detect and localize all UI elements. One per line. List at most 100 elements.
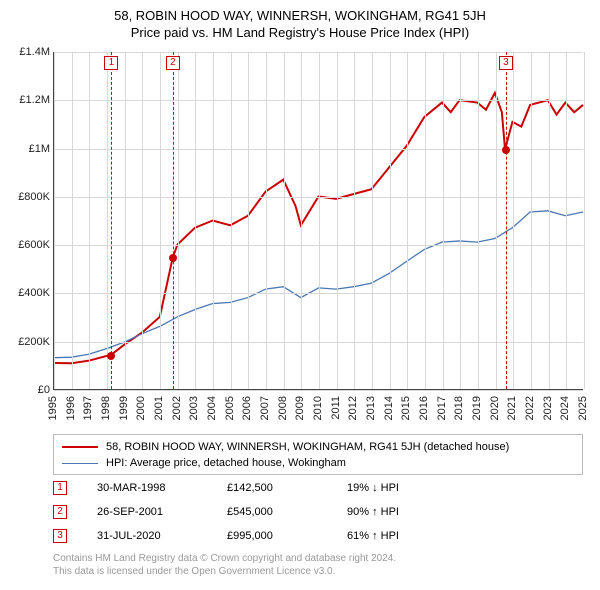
transaction-hpi-delta: 90% ↑ HPI [347, 506, 467, 518]
transaction-dot [169, 254, 177, 262]
transaction-num-badge: 2 [53, 505, 67, 519]
x-tick-label: 2015 [400, 396, 412, 420]
transaction-date: 30-MAR-1998 [97, 482, 227, 494]
x-tick-label: 2005 [224, 396, 236, 420]
legend-label: HPI: Average price, detached house, Woki… [106, 457, 346, 469]
title-block: 58, ROBIN HOOD WAY, WINNERSH, WOKINGHAM,… [0, 0, 600, 40]
gridline-v [231, 52, 232, 389]
x-tick-label: 2009 [294, 396, 306, 420]
legend-item: 58, ROBIN HOOD WAY, WINNERSH, WOKINGHAM,… [62, 439, 574, 455]
transaction-marker-line [111, 52, 112, 389]
x-tick-label: 2020 [489, 396, 501, 420]
gridline-v [266, 52, 267, 389]
transaction-dot [107, 352, 115, 360]
x-tick-label: 2003 [188, 396, 200, 420]
x-tick-label: 1995 [47, 396, 59, 420]
gridline-v [337, 52, 338, 389]
transaction-row: 2 26-SEP-2001£545,00090% ↑ HPI [53, 500, 583, 524]
gridline-v [107, 52, 108, 389]
house-price-chart: 58, ROBIN HOOD WAY, WINNERSH, WOKINGHAM,… [0, 0, 600, 590]
x-tick-label: 2004 [206, 396, 218, 420]
gridline-v [407, 52, 408, 389]
attribution: Contains HM Land Registry data © Crown c… [53, 552, 583, 578]
gridline-v [142, 52, 143, 389]
x-tick-label: 2019 [471, 396, 483, 420]
gridline-v [372, 52, 373, 389]
transaction-marker-line [173, 52, 174, 389]
x-tick-label: 2012 [347, 396, 359, 420]
y-tick-label: £200K [0, 336, 50, 348]
attribution-line-1: Contains HM Land Registry data © Crown c… [53, 552, 583, 565]
gridline-v [72, 52, 73, 389]
x-tick-label: 2021 [506, 396, 518, 420]
transaction-hpi-delta: 61% ↑ HPI [347, 530, 467, 542]
chart-subtitle: Price paid vs. HM Land Registry's House … [0, 25, 600, 40]
y-tick-label: £400K [0, 287, 50, 299]
x-tick-label: 1998 [100, 396, 112, 420]
gridline-v [89, 52, 90, 389]
x-tick-label: 2013 [365, 396, 377, 420]
x-tick-label: 2018 [453, 396, 465, 420]
gridline-v [178, 52, 179, 389]
y-tick-label: £600K [0, 239, 50, 251]
transaction-marker-badge: 2 [166, 56, 180, 70]
transaction-num-badge: 3 [53, 529, 67, 543]
y-tick-label: £800K [0, 191, 50, 203]
gridline-v [319, 52, 320, 389]
transaction-hpi-delta: 19% ↓ HPI [347, 482, 467, 494]
gridline-v [54, 52, 55, 389]
x-tick-label: 2016 [418, 396, 430, 420]
legend-label: 58, ROBIN HOOD WAY, WINNERSH, WOKINGHAM,… [106, 441, 509, 453]
x-tick-label: 2008 [277, 396, 289, 420]
gridline-v [478, 52, 479, 389]
x-tick-label: 2023 [542, 396, 554, 420]
gridline-v [213, 52, 214, 389]
x-tick-label: 2010 [312, 396, 324, 420]
gridline-v [390, 52, 391, 389]
x-tick-label: 2001 [153, 396, 165, 420]
transaction-row: 331-JUL-2020£995,00061% ↑ HPI [53, 524, 583, 548]
gridline-v [443, 52, 444, 389]
x-tick-label: 2017 [436, 396, 448, 420]
gridline-h [54, 390, 583, 391]
gridline-v [549, 52, 550, 389]
x-tick-label: 1997 [82, 396, 94, 420]
gridline-v [248, 52, 249, 389]
attribution-line-2: This data is licensed under the Open Gov… [53, 565, 583, 578]
transaction-price: £545,000 [227, 506, 347, 518]
gridline-v [566, 52, 567, 389]
y-tick-label: £0 [0, 384, 50, 396]
transaction-date: 31-JUL-2020 [97, 530, 227, 542]
legend-item: HPI: Average price, detached house, Woki… [62, 455, 574, 471]
x-tick-label: 1996 [65, 396, 77, 420]
transaction-marker-badge: 3 [499, 56, 513, 70]
y-tick-label: £1.4M [0, 46, 50, 58]
chart-title-address: 58, ROBIN HOOD WAY, WINNERSH, WOKINGHAM,… [0, 8, 600, 23]
transaction-dot [502, 146, 510, 154]
transactions-table: 130-MAR-1998£142,50019% ↓ HPI226-SEP-200… [53, 476, 583, 548]
x-tick-label: 2022 [524, 396, 536, 420]
plot-area: 123 [53, 52, 583, 390]
gridline-v [425, 52, 426, 389]
x-tick-label: 2025 [577, 396, 589, 420]
transaction-date: 26-SEP-2001 [97, 506, 227, 518]
transaction-marker-line [506, 52, 507, 389]
gridline-v [195, 52, 196, 389]
gridline-v [125, 52, 126, 389]
x-tick-label: 2002 [171, 396, 183, 420]
y-tick-label: £1.2M [0, 94, 50, 106]
x-tick-label: 2006 [241, 396, 253, 420]
gridline-v [354, 52, 355, 389]
transaction-num-badge: 1 [53, 481, 67, 495]
gridline-v [160, 52, 161, 389]
gridline-v [584, 52, 585, 389]
y-tick-label: £1M [0, 143, 50, 155]
x-tick-label: 2000 [135, 396, 147, 420]
x-tick-label: 2024 [559, 396, 571, 420]
x-tick-label: 2011 [330, 396, 342, 420]
legend-swatch [62, 446, 98, 448]
gridline-v [531, 52, 532, 389]
legend: 58, ROBIN HOOD WAY, WINNERSH, WOKINGHAM,… [53, 434, 583, 475]
x-tick-label: 2014 [383, 396, 395, 420]
gridline-v [301, 52, 302, 389]
